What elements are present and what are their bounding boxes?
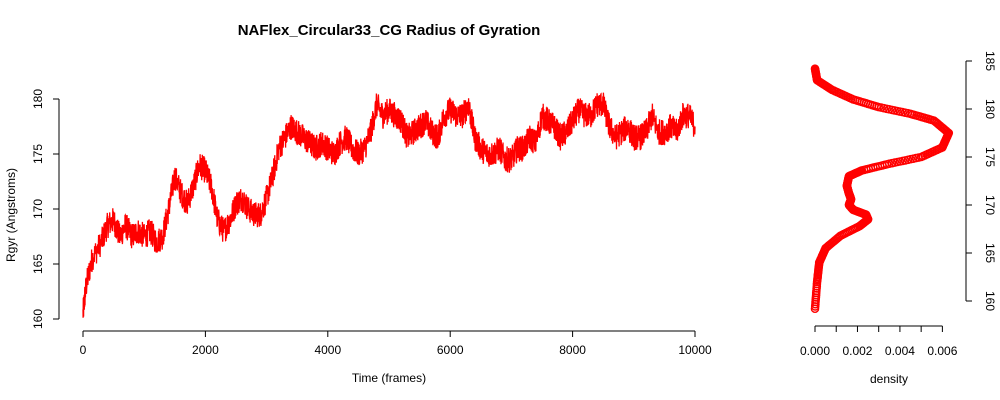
x-tick-label: 0 <box>80 343 87 357</box>
density-x-tick-label: 0.002 <box>842 344 872 358</box>
density-y-tick-label: 180 <box>983 99 997 119</box>
density-y-tick-label: 165 <box>983 243 997 263</box>
x-tick-label: 4000 <box>314 343 341 357</box>
y-axis-label: Rgyr (Angstroms) <box>4 168 18 262</box>
y-tick-label: 160 <box>31 309 45 329</box>
chart-title: NAFlex_Circular33_CG Radius of Gyration <box>238 22 541 39</box>
density-x-tick-label: 0.006 <box>927 344 957 358</box>
density-y-tick-label: 175 <box>983 147 997 167</box>
density-chart: 0.000 0.002 0.004 0.006 160165170175180185 … <box>800 51 997 386</box>
density-y-tick-label: 170 <box>983 195 997 215</box>
rgyr-line-chart: 0 2000 4000 6000 8000 10000 160 165 170 175 180 T… <box>4 89 712 385</box>
y-tick-label: 180 <box>31 89 45 109</box>
x-tick-label: 6000 <box>437 343 464 357</box>
density-x-axis-label: density <box>870 372 908 386</box>
density-y-tick-label: 185 <box>983 51 997 71</box>
density-point <box>810 304 820 314</box>
rgyr-series-line <box>82 92 696 318</box>
y-tick-label: 170 <box>31 199 45 219</box>
density-x-tick-label: 0.004 <box>885 344 915 358</box>
y-tick-label: 165 <box>31 254 45 274</box>
x-tick-label: 10000 <box>678 343 712 357</box>
x-tick-label: 8000 <box>559 343 586 357</box>
x-axis-label: Time (frames) <box>352 371 426 385</box>
y-tick-label: 175 <box>31 144 45 164</box>
x-tick-label: 2000 <box>192 343 219 357</box>
density-y-tick-label: 160 <box>983 291 997 311</box>
density-x-tick-label: 0.000 <box>800 344 830 358</box>
